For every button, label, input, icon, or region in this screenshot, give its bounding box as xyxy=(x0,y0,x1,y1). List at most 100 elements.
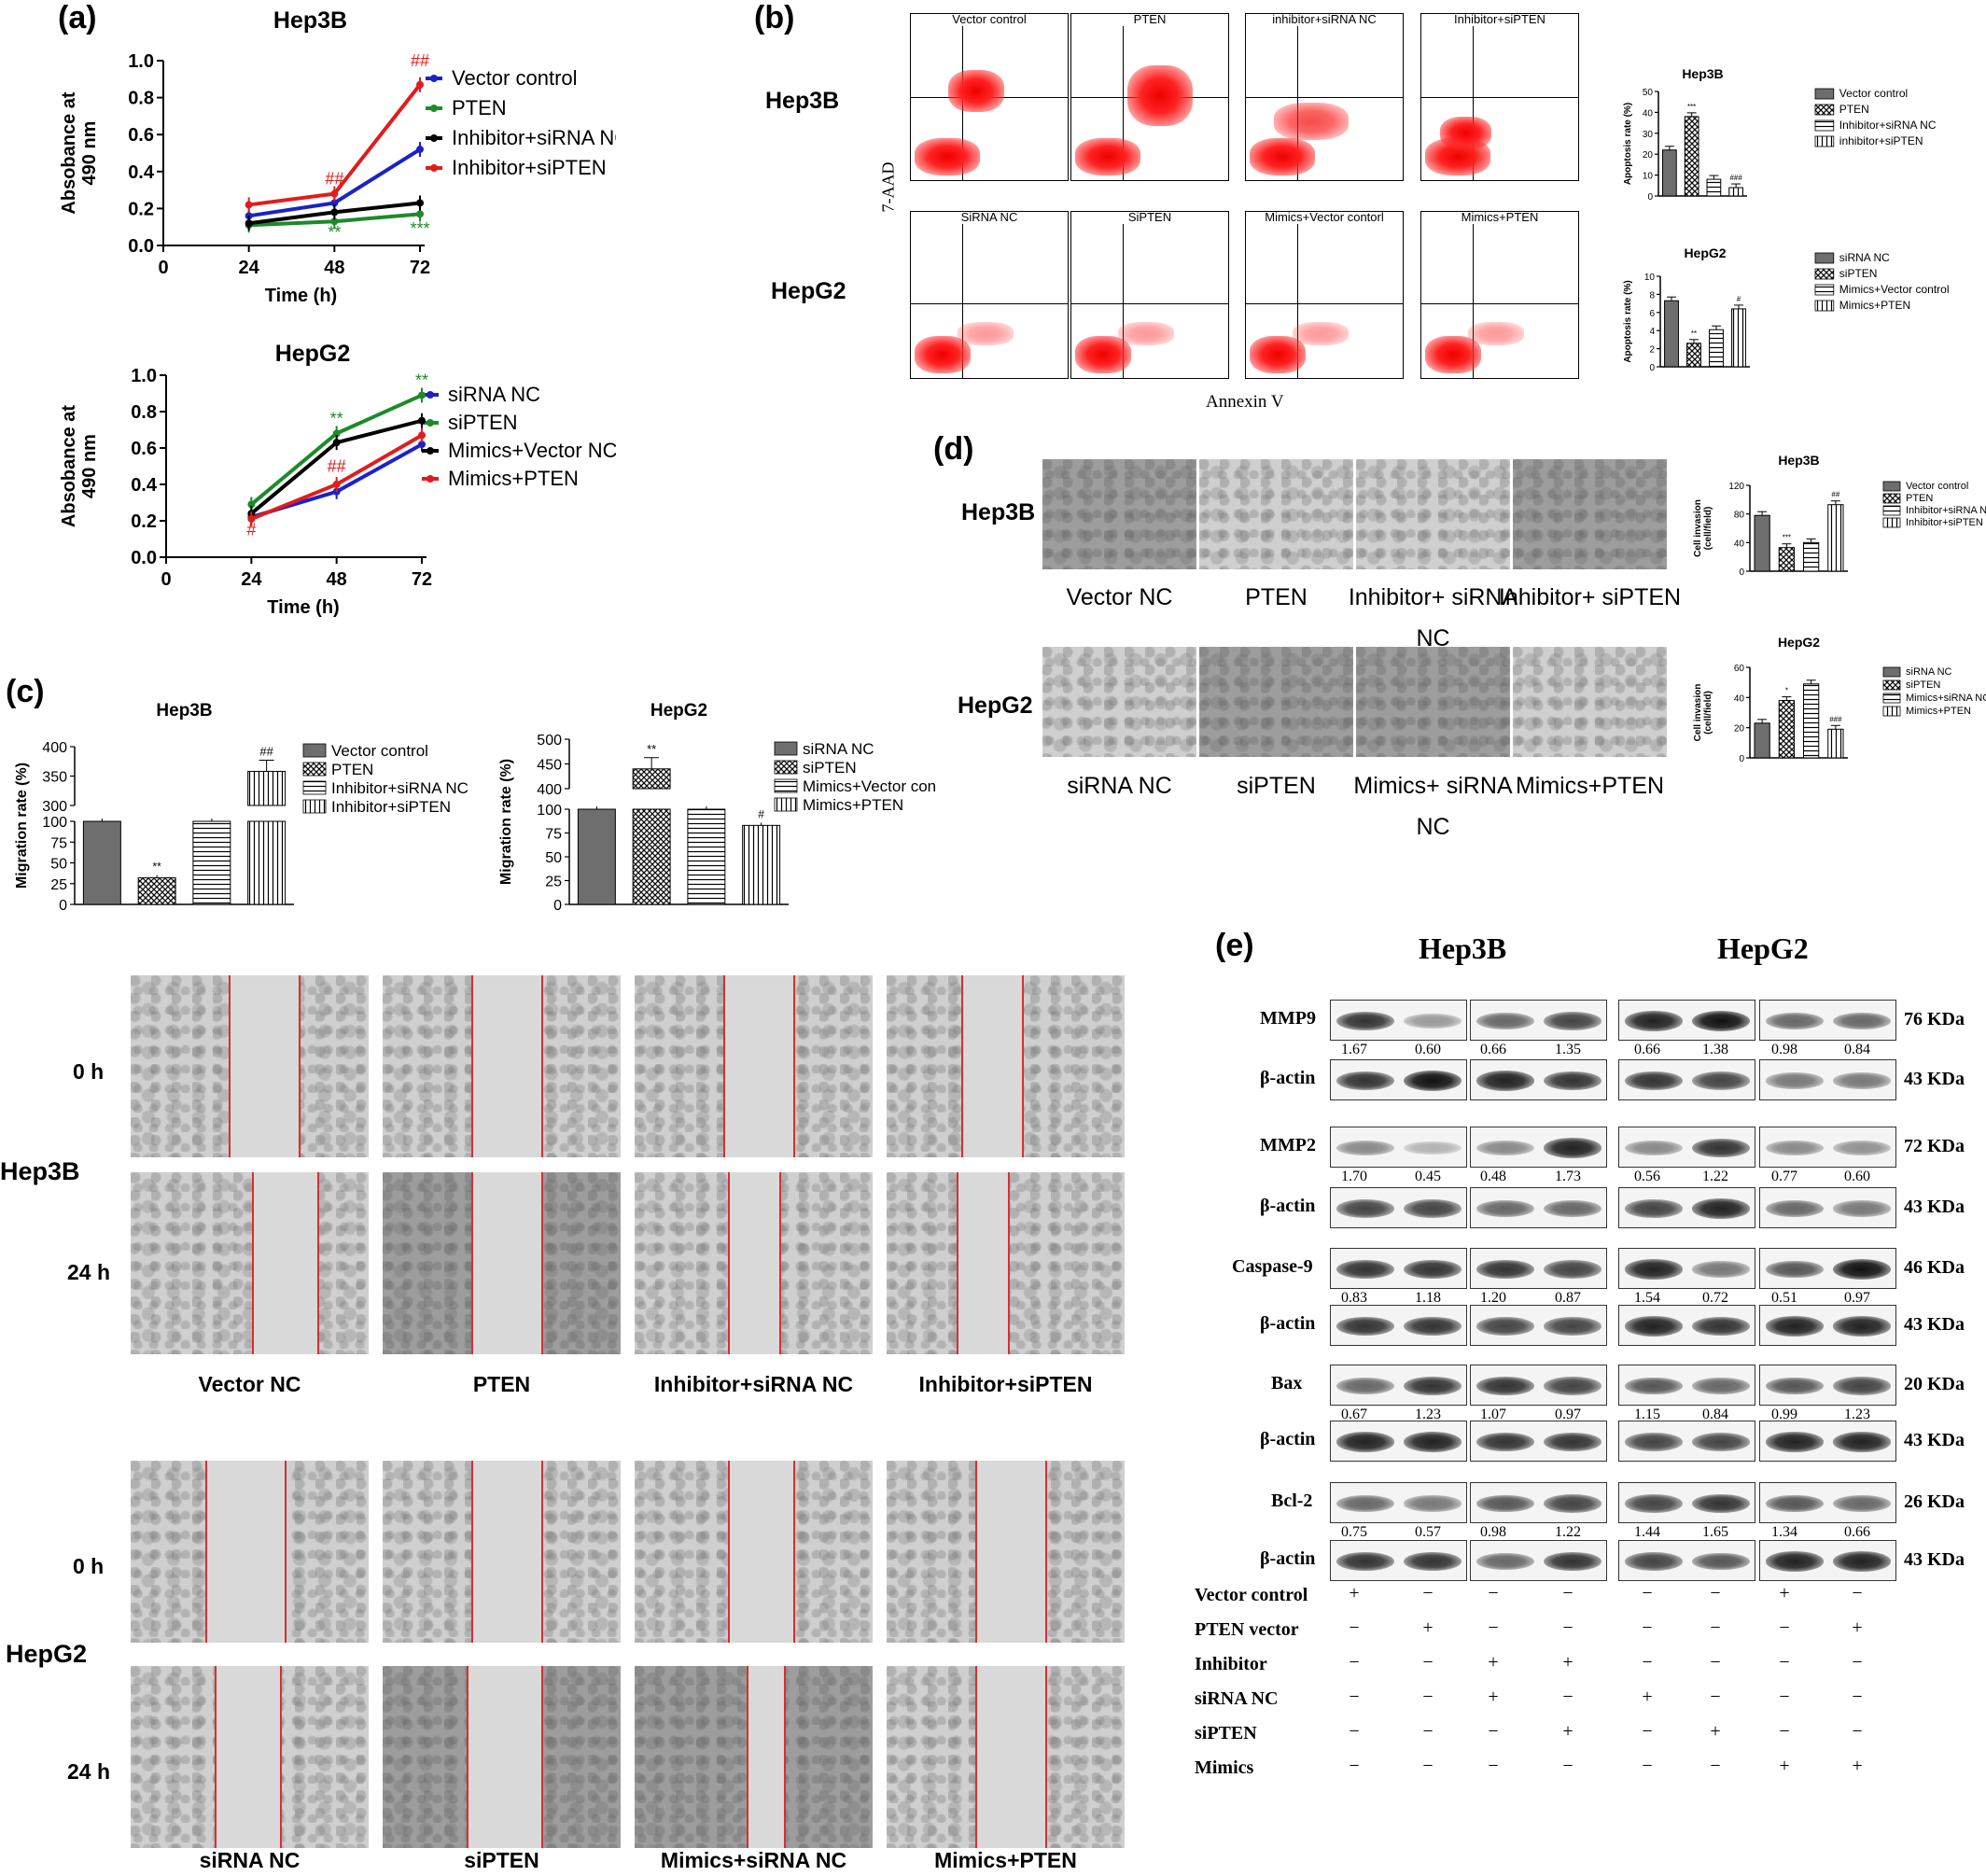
blot-strip xyxy=(1330,1365,1467,1406)
blot-strip xyxy=(1618,1421,1755,1462)
molecular-weight-label: 43 KDa xyxy=(1904,1549,1965,1570)
x-tick-label: 48 xyxy=(327,569,347,590)
y-tick-label: 40 xyxy=(1643,108,1654,119)
y-tick-label: 0.8 xyxy=(128,89,154,109)
wound-edge-line xyxy=(541,1666,543,1848)
protein-band xyxy=(1544,1138,1601,1158)
flow-plot-title: Mimics+Vector contorl xyxy=(1246,212,1403,224)
invasion-micrograph xyxy=(1042,459,1196,569)
protein-band xyxy=(1625,1433,1683,1451)
blot-strip xyxy=(1618,1059,1755,1100)
x-axis-label: Time (h) xyxy=(265,286,337,306)
y-tick-label: 0.6 xyxy=(131,439,157,459)
micrograph-texture xyxy=(1199,647,1353,757)
x-tick-label: 0 xyxy=(158,258,168,278)
wound-edge-line xyxy=(1045,1461,1047,1643)
legend-label: PTEN xyxy=(1839,103,1869,116)
western-header-hep3b: Hep3B xyxy=(1419,931,1507,965)
wound-micrograph xyxy=(635,1666,873,1848)
molecular-weight-label: 43 KDa xyxy=(1904,1197,1965,1217)
y-tick-label: 1.0 xyxy=(128,51,154,72)
wound-edge-line xyxy=(541,1461,543,1643)
x-tick-label: 72 xyxy=(412,569,432,590)
invasion-row-label-hepg2: HepG2 xyxy=(958,693,1033,719)
quadrant-line-horizontal xyxy=(1421,302,1578,304)
bar xyxy=(1778,547,1796,572)
legend-label: siPTEN xyxy=(448,411,518,434)
protein-band xyxy=(1625,1494,1683,1513)
blot-strip xyxy=(1330,1127,1467,1168)
wound-time-0h: 0 h xyxy=(73,1059,105,1084)
wound-edge-line xyxy=(793,1461,795,1643)
wound-edge-line xyxy=(205,1461,207,1643)
wound-edge-line xyxy=(728,1172,730,1354)
band-quantification: 0.60 xyxy=(1415,1042,1441,1057)
protein-band xyxy=(1625,1071,1683,1091)
molecular-weight-label: 43 KDa xyxy=(1904,1314,1965,1335)
bar xyxy=(1827,504,1844,572)
blot-strip xyxy=(1618,1248,1755,1289)
protein-band xyxy=(1336,1140,1394,1156)
quadrant-line-vertical xyxy=(1123,212,1125,378)
y-tick-label: 300 xyxy=(42,799,67,815)
cell-cluster xyxy=(1440,117,1491,149)
wound-edge-line xyxy=(471,1172,473,1354)
wound-micrograph xyxy=(635,1172,873,1354)
wound-micrograph xyxy=(635,975,873,1157)
bar xyxy=(137,877,176,905)
treatment-sign: − xyxy=(1642,1583,1653,1603)
protein-band xyxy=(1692,1138,1750,1158)
legend-swatch xyxy=(1814,119,1835,132)
blot-strip xyxy=(1330,1482,1467,1523)
treatment-sign: − xyxy=(1852,1687,1863,1707)
wound-gap xyxy=(471,1172,541,1354)
wound-edge-line xyxy=(1045,1666,1047,1848)
blot-row-label: β-actin xyxy=(1260,1196,1316,1216)
blot-strip xyxy=(1759,1248,1896,1289)
wound-edge-line xyxy=(541,975,543,1157)
blot-strip xyxy=(1618,1540,1755,1581)
treatment-label: PTEN vector xyxy=(1195,1619,1299,1640)
protein-band xyxy=(1833,1316,1891,1337)
blot-row-label: β-actin xyxy=(1260,1313,1316,1334)
legend-label: siRNA NC xyxy=(448,383,540,406)
blot-strip xyxy=(1330,1305,1467,1346)
legend-label: PTEN xyxy=(331,761,373,778)
protein-band xyxy=(1833,1200,1891,1217)
legend-label: Mimics+Vector con xyxy=(803,777,936,795)
legend-swatch xyxy=(1814,88,1835,100)
bar xyxy=(742,824,781,905)
band-quantification: 0.84 xyxy=(1702,1407,1728,1422)
panel-d-label: (d) xyxy=(933,431,974,467)
y-tick-label: 0 xyxy=(1739,754,1744,764)
y-tick-label: 400 xyxy=(42,740,67,756)
wound-gap xyxy=(723,975,793,1157)
y-axis-label: Migration rate (%) xyxy=(498,759,514,885)
legend-swatch xyxy=(302,780,327,795)
panel-e-label: (e) xyxy=(1215,928,1254,963)
chart-title: Hep3B xyxy=(1682,66,1723,81)
quadrant-line-horizontal xyxy=(1421,97,1578,98)
band-quantification: 1.54 xyxy=(1634,1290,1660,1306)
protein-band xyxy=(1692,1378,1750,1394)
treatment-sign: + xyxy=(1642,1687,1653,1707)
chart-title: HepG2 xyxy=(1778,635,1820,650)
protein-band xyxy=(1625,1140,1683,1156)
molecular-weight-label: 43 KDa xyxy=(1904,1430,1965,1450)
bar xyxy=(1664,300,1679,368)
blot-row-label: β-actin xyxy=(1260,1068,1316,1088)
protein-band xyxy=(1625,1552,1683,1571)
y-tick-label: 0 xyxy=(1739,567,1744,578)
wound-edge-line xyxy=(793,975,795,1157)
legend-label: Mimics+PTEN xyxy=(1839,299,1910,312)
protein-band xyxy=(1476,1553,1534,1570)
legend-marker xyxy=(430,105,438,112)
protein-band xyxy=(1625,1199,1683,1218)
blot-strip xyxy=(1330,1000,1467,1041)
wound-micrograph xyxy=(383,1172,621,1354)
legend-swatch xyxy=(1882,666,1901,678)
y-axis-label: Cell invasion(cell/field) xyxy=(1693,499,1713,557)
band-quantification: 0.97 xyxy=(1555,1407,1581,1422)
bar xyxy=(577,808,616,905)
x-axis-label: Time (h) xyxy=(267,597,339,618)
